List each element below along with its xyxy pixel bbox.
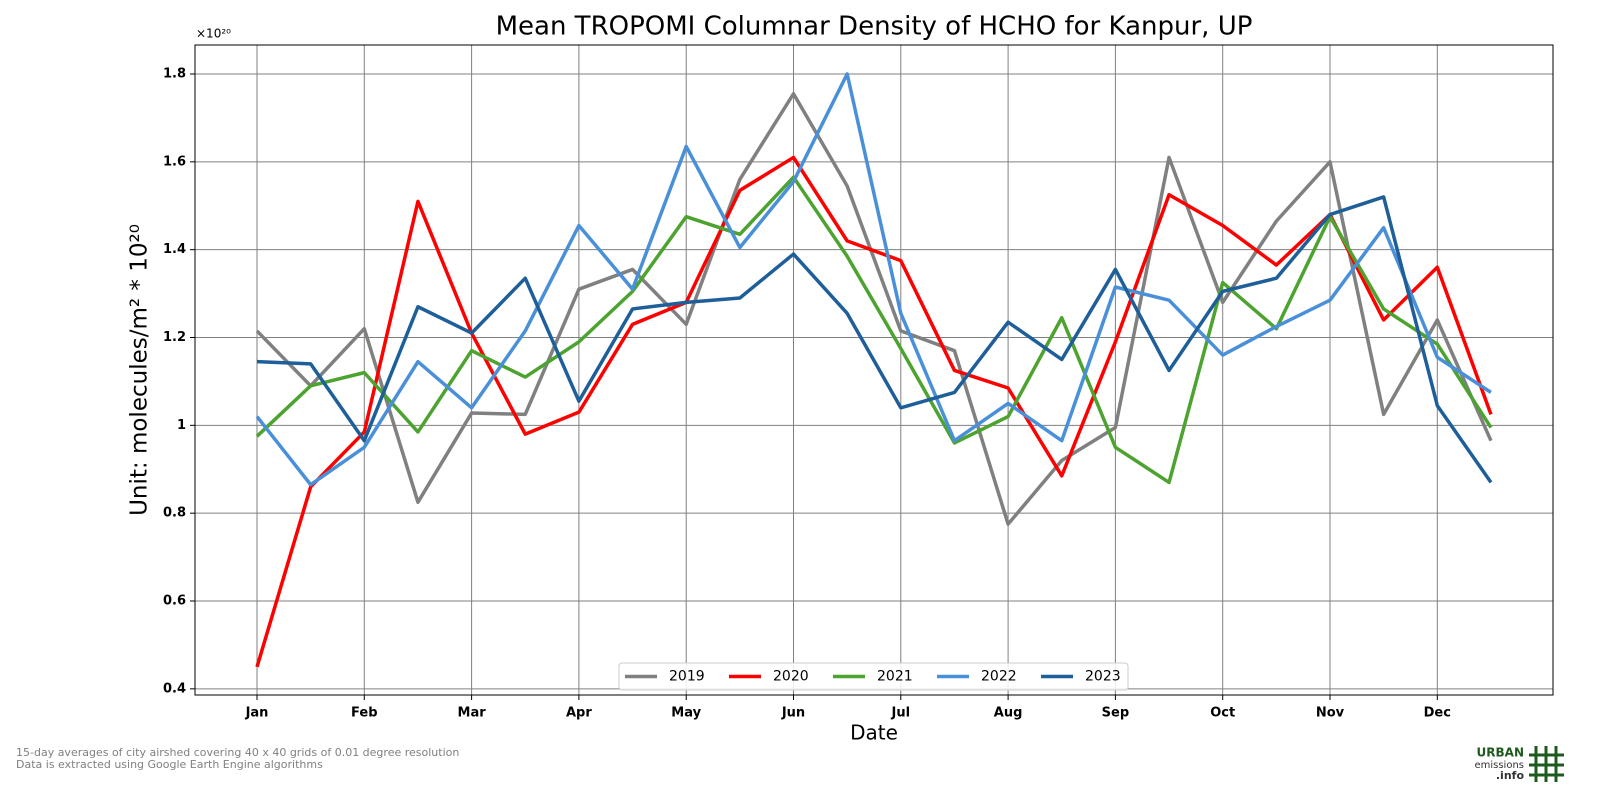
x-tick-label: Feb — [351, 706, 377, 721]
y-offset-label: ×10²⁰ — [196, 27, 231, 41]
legend-label: 2019 — [669, 669, 705, 685]
data-line — [255, 175, 1493, 485]
x-tick-label: Dec — [1424, 706, 1451, 721]
plot-frame — [194, 44, 1554, 696]
legend: 2019 2020 2021 2022 2023 — [618, 662, 1129, 691]
x-tick-label: Jul — [891, 706, 911, 721]
logo-text: URBAN — [1477, 746, 1524, 760]
y-tick-label: 0.8 — [163, 506, 186, 521]
x-axis-label: Date — [850, 721, 898, 745]
y-tick-label: 1.6 — [163, 154, 186, 169]
logo-text: emissions — [1474, 760, 1524, 771]
x-tick-label: Nov — [1316, 706, 1345, 721]
legend-label: 2021 — [877, 669, 913, 685]
legend-label: 2023 — [1085, 669, 1121, 685]
x-tick-label: Jun — [781, 706, 805, 721]
x-tick-label: Oct — [1210, 706, 1235, 721]
logo-text: .info — [1496, 769, 1525, 782]
data-line — [255, 92, 1493, 526]
chart-title: Mean TROPOMI Columnar Density of HCHO fo… — [496, 12, 1253, 42]
y-tick-label: 1.2 — [163, 330, 186, 345]
logo-icon — [1529, 746, 1564, 782]
footnote: 15-day averages of city airshed covering… — [16, 746, 459, 759]
legend-box — [618, 662, 1129, 691]
x-tick-label: Apr — [566, 706, 592, 721]
x-tick-label: Aug — [994, 706, 1023, 721]
y-tick-label: 0.6 — [163, 594, 186, 609]
y-tick-label: 1.8 — [163, 66, 186, 81]
legend-label: 2020 — [773, 669, 809, 685]
legend-label: 2022 — [981, 669, 1017, 685]
data-line — [256, 195, 1493, 484]
data-line — [255, 155, 1493, 668]
x-tick-label: Mar — [458, 706, 487, 721]
x-tick-label: Jan — [245, 706, 269, 721]
y-tick-label: 1 — [177, 418, 186, 433]
logo: URBAN emissions .info — [1474, 746, 1564, 782]
x-tick-label: Sep — [1102, 706, 1130, 721]
y-tick-label: 1.4 — [163, 242, 186, 257]
footnote: Data is extracted using Google Earth Eng… — [16, 758, 323, 771]
data-line — [255, 72, 1492, 487]
y-tick-label: 0.4 — [163, 681, 186, 696]
x-tick-label: May — [671, 706, 701, 721]
y-axis-label: Unit: molecules/m² * 10²⁰ — [127, 224, 153, 516]
